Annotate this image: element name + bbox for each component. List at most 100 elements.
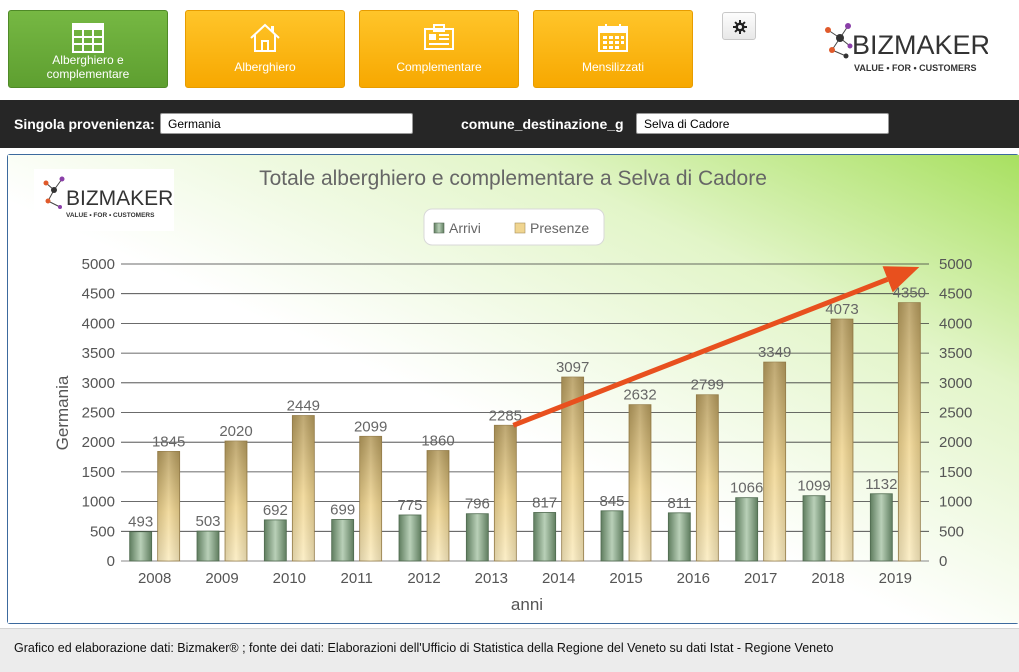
- x-axis: 2008 2009 2010 2011 2012 2013 2014 2015 2016 2017…: [138, 570, 912, 587]
- destinazione-select[interactable]: Selva di Cadore: [636, 113, 889, 134]
- data-label-presenze-2012: 1860: [421, 433, 454, 450]
- bar-arrivi-2012[interactable]: [398, 514, 422, 562]
- x-tick-label: 2013: [475, 570, 508, 587]
- provenienza-label: Singola provenienza:: [14, 116, 155, 132]
- x-tick-label: 2016: [677, 570, 710, 587]
- bar-arrivi-2009[interactable]: [196, 530, 220, 562]
- bar-arrivi-2008[interactable]: [129, 531, 153, 562]
- chart-logo-tagline: VALUE • FOR • CUSTOMERS: [66, 212, 155, 219]
- y-tick-label: 2000: [82, 434, 115, 451]
- chart-legend: Arrivi Presenze: [423, 208, 605, 246]
- y-tick-label-right: 1000: [939, 494, 972, 511]
- data-label-presenze-2013: 2285: [489, 407, 522, 424]
- bar-shade: [763, 362, 786, 561]
- data-label-arrivi-2015: 845: [599, 493, 624, 510]
- filter-bar: Singola provenienza: Germania comune_des…: [0, 100, 1019, 148]
- legend-swatch-presenze: [514, 222, 526, 234]
- x-tick-label: 2018: [811, 570, 844, 587]
- gear-icon: [733, 20, 747, 34]
- table-icon: [72, 23, 104, 53]
- y-tick-label-right: 0: [939, 553, 947, 570]
- data-label-presenze-2019: 4350: [893, 285, 926, 302]
- bar-arrivi-2013[interactable]: [465, 513, 489, 562]
- y-axis-title: Germania: [53, 375, 72, 450]
- nav-label-line2: complementare: [46, 67, 130, 81]
- y-tick-label-right: 500: [939, 523, 964, 540]
- data-label-presenze-2016: 2799: [691, 377, 724, 394]
- logo-tagline: VALUE • FOR • CUSTOMERS: [854, 63, 976, 73]
- data-label-arrivi-2018: 1099: [797, 478, 830, 495]
- nav-label: Complementare: [396, 60, 482, 74]
- bar-arrivi-2019[interactable]: [869, 493, 893, 562]
- y-tick-label-right: 3000: [939, 375, 972, 392]
- bizmaker-logo: BIZMAKER VALUE • FOR • CUSTOMERS: [825, 23, 988, 73]
- data-label-presenze-2009: 2020: [219, 423, 252, 440]
- x-tick-label: 2014: [542, 570, 575, 587]
- bar-arrivi-2014[interactable]: [533, 512, 557, 562]
- settings-button[interactable]: [722, 12, 756, 40]
- nav-label: Alberghiero: [234, 60, 296, 74]
- nav-button-complementare[interactable]: Complementare: [359, 10, 519, 88]
- x-tick-label: 2017: [744, 570, 777, 587]
- bar-shade: [427, 450, 449, 561]
- data-label-arrivi-2010: 692: [263, 502, 288, 519]
- legend-swatch-arrivi: [433, 222, 445, 234]
- nav-button-mensilizzati[interactable]: Mensilizzati: [533, 10, 693, 88]
- x-tick-label: 2008: [138, 570, 171, 587]
- data-label-presenze-2017: 3349: [758, 344, 791, 361]
- data-label-presenze-2011: 2099: [354, 418, 387, 435]
- data-label-arrivi-2019: 1132: [865, 476, 897, 493]
- y-tick-label: 4000: [82, 315, 115, 332]
- destinazione-label: comune_destinazione_g: [461, 116, 624, 132]
- bar-chart: BIZMAKER VALUE • FOR • CUSTOMERS Totale …: [8, 155, 1019, 623]
- legend-label-presenze[interactable]: Presenze: [530, 220, 589, 236]
- data-label-presenze-2008: 1845: [152, 433, 185, 450]
- y-tick-label-right: 3500: [939, 345, 972, 362]
- y-tick-label: 1500: [82, 464, 115, 481]
- provenienza-select[interactable]: Germania: [160, 113, 413, 134]
- y-tick-label-right: 2000: [939, 434, 972, 451]
- house-icon: [250, 23, 280, 52]
- bar-arrivi-2011[interactable]: [331, 519, 355, 562]
- data-labels: 493 1845 503 2020 692 2449 699 2099 775 1860 796 22…: [128, 285, 926, 531]
- y-tick-label: 0: [107, 553, 115, 570]
- bar-arrivi-2015[interactable]: [600, 510, 624, 562]
- data-label-arrivi-2011: 699: [330, 501, 355, 518]
- bar-arrivi-2017[interactable]: [735, 497, 759, 562]
- bar-shade: [359, 436, 382, 561]
- bar-shade: [494, 425, 517, 561]
- bar-arrivi-2016[interactable]: [667, 512, 691, 562]
- logo-wordmark: BIZMAKER: [852, 30, 988, 60]
- data-label-presenze-2010: 2449: [287, 398, 320, 415]
- trend-arrow-shaft: [512, 276, 889, 428]
- x-tick-label: 2019: [879, 570, 912, 587]
- bar-shade: [561, 377, 584, 561]
- x-tick-label: 2009: [205, 570, 238, 587]
- bar-shade: [225, 441, 247, 561]
- chart-panel: BIZMAKER VALUE • FOR • CUSTOMERS Totale …: [7, 154, 1019, 624]
- list-card-icon: [424, 24, 454, 50]
- nav-button-alberghiero[interactable]: Alberghiero: [185, 10, 345, 88]
- chart-logo: BIZMAKER VALUE • FOR • CUSTOMERS: [34, 169, 174, 231]
- bar-shade: [292, 415, 315, 561]
- bar-shade: [831, 319, 853, 561]
- x-tick-label: 2010: [273, 570, 306, 587]
- y-tick-label-right: 1500: [939, 464, 972, 481]
- chart-grid: [121, 263, 929, 562]
- bar-shade: [898, 302, 921, 561]
- legend-label-arrivi[interactable]: Arrivi: [449, 220, 481, 236]
- bar-arrivi-2010[interactable]: [263, 519, 287, 562]
- trend-arrow: [512, 266, 920, 428]
- data-label-presenze-2018: 4073: [825, 301, 858, 318]
- nav-label-line1: Alberghiero e: [52, 53, 124, 67]
- y-tick-label-right: 4500: [939, 286, 972, 303]
- data-label-arrivi-2014: 817: [532, 494, 557, 511]
- y-tick-label: 1000: [82, 494, 115, 511]
- bar-shade: [157, 451, 180, 561]
- nav-button-alberghiero-complementare[interactable]: Alberghiero e complementare: [8, 10, 168, 88]
- data-label-arrivi-2008: 493: [128, 514, 153, 531]
- y-axis-left: 0 500 1000 1500 2000 2500 3000 3500 4000 4500 5000: [82, 256, 115, 570]
- x-tick-label: 2012: [407, 570, 440, 587]
- bar-arrivi-2018[interactable]: [802, 495, 826, 562]
- x-axis-title: anni: [511, 595, 543, 614]
